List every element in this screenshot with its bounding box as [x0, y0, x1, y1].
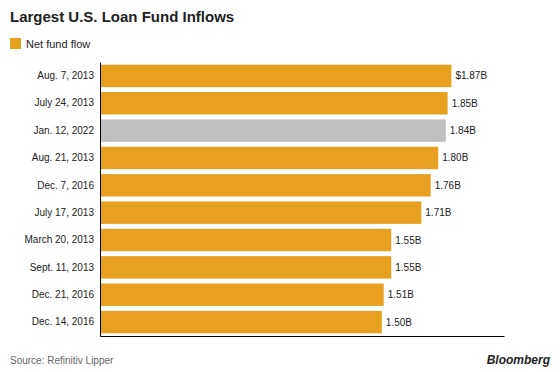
legend-swatch	[10, 38, 21, 49]
data-label: 1.85B	[452, 98, 478, 109]
source-note: Source: Refinitiv Lipper	[10, 355, 114, 366]
bar	[100, 229, 391, 251]
y-tick-label: Aug. 21, 2013	[32, 152, 95, 163]
y-tick: Jan. 12, 2022	[33, 125, 100, 136]
y-axis: Aug. 7, 2013 July 24, 2013 Jan. 12, 2022 Au…	[25, 63, 101, 337]
y-tick-label: Sept. 11, 2013	[30, 262, 95, 273]
bar	[100, 256, 391, 278]
y-tick: July 24, 2013	[35, 97, 101, 108]
y-tick-label: March 20, 2013	[25, 234, 95, 245]
x-axis	[101, 336, 505, 337]
x-axis-line	[101, 336, 505, 337]
data-label: 1.71B	[425, 207, 451, 218]
bars	[100, 65, 451, 334]
data-label: 1.84B	[450, 125, 476, 136]
y-tick-label: Jan. 12, 2022	[33, 125, 94, 136]
data-label: 1.80B	[442, 152, 468, 163]
data-label: $1.87B	[455, 70, 487, 81]
y-tick: Dec. 14, 2016	[32, 316, 100, 327]
chart: Largest U.S. Loan Fund Inflows Net fund f…	[0, 0, 560, 372]
y-tick-label: Dec. 14, 2016	[32, 316, 95, 327]
y-tick-label: July 17, 2013	[35, 207, 95, 218]
data-label: 1.76B	[435, 180, 461, 191]
bar	[100, 283, 384, 305]
data-label: 1.55B	[395, 262, 421, 273]
y-tick-label: Dec. 21, 2016	[32, 289, 95, 300]
bar	[100, 92, 448, 114]
plot: $1.87B 1.85B 1.84B 1.80B 1.76B 1.71B 1.55B 1.55…	[25, 63, 505, 337]
legend-label: Net fund flow	[26, 38, 90, 50]
bar	[100, 147, 438, 169]
data-label: 1.51B	[388, 289, 414, 300]
data-label: 1.55B	[395, 235, 421, 246]
title: Largest U.S. Loan Fund Inflows	[10, 8, 234, 25]
y-tick: Sept. 11, 2013	[30, 262, 100, 273]
y-tick: Dec. 7, 2016	[37, 180, 100, 191]
bar	[100, 174, 431, 196]
y-tick-label: July 24, 2013	[35, 97, 95, 108]
bar	[100, 311, 382, 333]
legend: Net fund flow	[10, 38, 90, 50]
bar	[100, 65, 451, 87]
y-tick-label: Aug. 7, 2013	[37, 70, 94, 81]
y-tick-label: Dec. 7, 2016	[37, 180, 94, 191]
data-label: 1.50B	[386, 317, 412, 328]
y-tick: Dec. 21, 2016	[32, 289, 100, 300]
brand-note: Bloomberg	[487, 353, 551, 367]
bar	[100, 201, 421, 223]
y-tick: July 17, 2013	[35, 207, 101, 218]
y-axis-line	[100, 63, 101, 337]
y-tick: March 20, 2013	[25, 234, 101, 245]
y-tick: Aug. 21, 2013	[32, 152, 100, 163]
bar	[100, 119, 446, 141]
y-tick: Aug. 7, 2013	[37, 70, 100, 81]
data-labels: $1.87B 1.85B 1.84B 1.80B 1.76B 1.71B 1.55B 1.55…	[386, 70, 488, 327]
